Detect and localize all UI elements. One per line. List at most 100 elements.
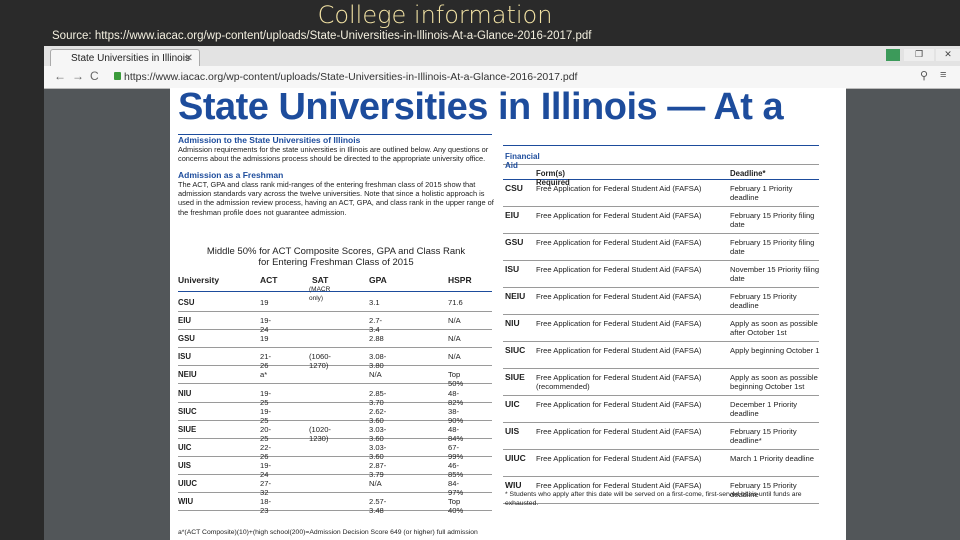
table-cell: 67-99% (448, 442, 464, 461)
table-cell: 20-25 (260, 424, 271, 443)
table-row (503, 477, 819, 504)
table-cell: 48-82% (448, 388, 464, 407)
table-cell: ISU (505, 264, 520, 274)
table-cell: 21-26 (260, 352, 271, 371)
table-cell: UIS (505, 426, 520, 436)
table-row (178, 293, 492, 312)
table-cell: GSU (505, 237, 524, 247)
table-cell: N/A (369, 479, 382, 488)
column-header: GPA (369, 275, 387, 285)
column-header: SAT (312, 275, 329, 285)
header-row (503, 164, 819, 180)
menu-icon[interactable]: ≡ (940, 69, 947, 81)
table-cell: Free Application for Federal Student Aid… (536, 265, 702, 274)
table-cell: CSU (505, 183, 523, 193)
section-heading: Admission as a Freshman (178, 170, 284, 180)
table-row (178, 311, 492, 331)
table-cell: 19-24 (260, 316, 271, 335)
column-header: Deadline* (730, 169, 766, 178)
table-cell: SIUC (505, 345, 526, 355)
table-row (503, 261, 819, 288)
paragraph: The ACT, GPA and class rank mid-ranges o… (178, 180, 494, 217)
table-row (178, 492, 492, 512)
table-cell: NEIU (505, 291, 526, 301)
table-cell: UIC (178, 442, 192, 452)
table-cell: UIUC (178, 479, 198, 488)
nav-buttons[interactable]: ←→C (54, 69, 105, 83)
table-row (178, 365, 492, 385)
table-cell: (1020-1230) (309, 424, 331, 443)
zoom-icon[interactable]: ⚲ (920, 70, 929, 82)
table-row (503, 450, 819, 477)
table-cell: November 15 Priority filing date (730, 265, 820, 283)
table-cell: 18-23 (260, 497, 271, 516)
browser-window: State Universities in Illinois ✕ ❐ ✕ ←→C … (44, 46, 960, 540)
table-cell: 3.03-3.60 (369, 424, 387, 443)
table-cell: Top 50% (448, 370, 464, 389)
table-cell: Free Application for Federal Student Aid… (536, 292, 702, 301)
table-cell: CSU (178, 298, 195, 307)
column-header: Form(s) Required (536, 169, 570, 187)
footnote: * Students who apply after this date wil… (505, 491, 802, 507)
table-cell: N/A (448, 316, 461, 326)
lock-icon (114, 72, 121, 80)
table-cell: March 1 Priority deadline (730, 454, 814, 463)
table-row (178, 420, 492, 439)
table-cell: Free Application for Federal Student Aid… (536, 454, 702, 463)
table-cell: Apply as soon as possible after October … (730, 319, 818, 337)
table-row (178, 474, 492, 493)
table-cell: Free Application for Federal Student Aid… (536, 346, 702, 355)
table-cell: February 15 Priority deadline* (730, 427, 797, 445)
table-cell: 2.62-3.60 (369, 406, 387, 425)
table-cell: 84-97% (448, 479, 464, 497)
table-cell: Free Application for Federal Student Aid… (536, 400, 702, 409)
table-row (503, 315, 819, 342)
table-row (178, 438, 492, 457)
tab-bar: State Universities in Illinois ✕ ❐ ✕ (44, 46, 960, 66)
table-row (178, 329, 492, 349)
table-title: Financial Aid (505, 152, 540, 170)
table-cell: NEIU (178, 370, 197, 380)
table-cell: February 15 Priority filing date (730, 211, 815, 229)
table-cell: 2.85-3.70 (369, 388, 387, 407)
table-cell: N/A (369, 370, 382, 380)
table-cell: 3.08-3.80 (369, 352, 387, 371)
minimize-button[interactable] (886, 49, 900, 61)
table-row (503, 207, 819, 234)
table-title-row (503, 145, 819, 165)
close-button[interactable]: ✕ (936, 49, 960, 61)
table-title: Middle 50% for ACT Composite Scores, GPA… (206, 246, 466, 257)
column-note: (MACR only) (309, 286, 331, 302)
table-cell: UIUC (505, 453, 526, 463)
table-cell: Free Application for Federal Student Aid… (536, 427, 702, 436)
address-bar: ←→C https://www.iacac.org/wp-content/upl… (44, 66, 960, 89)
table-cell: WIU (178, 497, 194, 507)
document-heading: State Universities in Illinois — At a (178, 88, 784, 128)
table-row (503, 342, 819, 369)
paragraph: Admission requirements for the state uni… (178, 145, 489, 164)
table-row (503, 288, 819, 315)
footnote: a*(ACT Composite)(10)+(high school(200)=… (178, 529, 478, 536)
table-cell: SIUE (178, 424, 197, 434)
table-row (503, 180, 819, 207)
table-row (503, 234, 819, 261)
rule (178, 134, 492, 135)
table-cell: 2.57-3.48 (369, 497, 387, 516)
table-row (503, 423, 819, 450)
url[interactable]: https://www.iacac.org/wp-content/uploads… (124, 71, 578, 83)
table-cell: 19 (260, 298, 269, 307)
table-cell: 71.6 (448, 298, 463, 307)
column-header: University (178, 275, 220, 285)
slide-title: College information (317, 1, 553, 29)
table-row (178, 347, 492, 367)
table-cell: ISU (178, 352, 191, 362)
table-cell: Free Application for Federal Student Aid… (536, 319, 702, 328)
table-cell: 19 (260, 334, 269, 344)
table-row (178, 456, 492, 475)
table-cell: NIU (505, 318, 520, 328)
tab[interactable]: State Universities in Illinois ✕ (50, 49, 200, 66)
table-cell: Free Application for Federal Student Aid… (536, 373, 702, 391)
table-cell: 3.1 (369, 298, 380, 307)
table-title: for Entering Freshman Class of 2015 (258, 257, 414, 268)
maximize-button[interactable]: ❐ (904, 49, 934, 61)
